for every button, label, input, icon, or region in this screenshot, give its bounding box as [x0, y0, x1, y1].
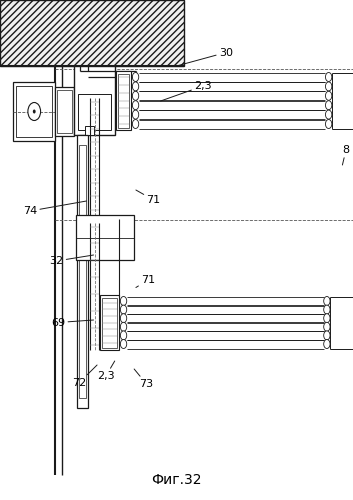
Circle shape: [132, 110, 139, 119]
Text: 71: 71: [136, 275, 155, 287]
Circle shape: [324, 331, 330, 340]
Bar: [100, 295, 119, 350]
Circle shape: [325, 100, 332, 110]
Circle shape: [132, 82, 139, 91]
Bar: [116, 71, 131, 130]
Circle shape: [33, 110, 36, 114]
Circle shape: [120, 314, 127, 322]
Circle shape: [132, 100, 139, 110]
Circle shape: [324, 314, 330, 322]
Text: Фиг.32: Фиг.32: [151, 474, 202, 488]
Text: 73: 73: [134, 369, 154, 389]
Bar: [55, 87, 74, 136]
Circle shape: [120, 340, 127, 348]
Circle shape: [132, 120, 139, 128]
Bar: [118, 74, 129, 128]
Circle shape: [325, 120, 332, 128]
Text: 71: 71: [136, 190, 161, 205]
Text: 32: 32: [49, 255, 94, 266]
Circle shape: [325, 110, 332, 119]
Circle shape: [324, 340, 330, 348]
Circle shape: [132, 92, 139, 100]
Text: 72: 72: [72, 365, 97, 388]
Circle shape: [324, 322, 330, 332]
Bar: [102, 298, 117, 348]
Bar: [13, 82, 55, 141]
Bar: [76, 215, 134, 260]
Bar: [77, 135, 88, 407]
Circle shape: [325, 92, 332, 100]
Bar: [74, 66, 115, 135]
Text: 74: 74: [23, 201, 86, 216]
Bar: [78, 94, 111, 130]
Circle shape: [120, 296, 127, 306]
Text: 30: 30: [176, 48, 233, 66]
Bar: [16, 86, 52, 137]
Circle shape: [120, 305, 127, 314]
Circle shape: [120, 331, 127, 340]
Circle shape: [132, 72, 139, 82]
Circle shape: [28, 102, 41, 120]
Bar: [85, 126, 94, 135]
Bar: [79, 145, 86, 398]
Text: 8: 8: [342, 145, 349, 165]
Bar: [57, 90, 72, 133]
Circle shape: [325, 82, 332, 91]
Circle shape: [324, 305, 330, 314]
Circle shape: [324, 296, 330, 306]
Circle shape: [120, 322, 127, 332]
Text: 69: 69: [51, 318, 94, 328]
Bar: [0, 0, 184, 66]
Text: 2,3: 2,3: [97, 361, 115, 381]
Text: 2,3: 2,3: [161, 81, 212, 101]
Circle shape: [325, 72, 332, 82]
